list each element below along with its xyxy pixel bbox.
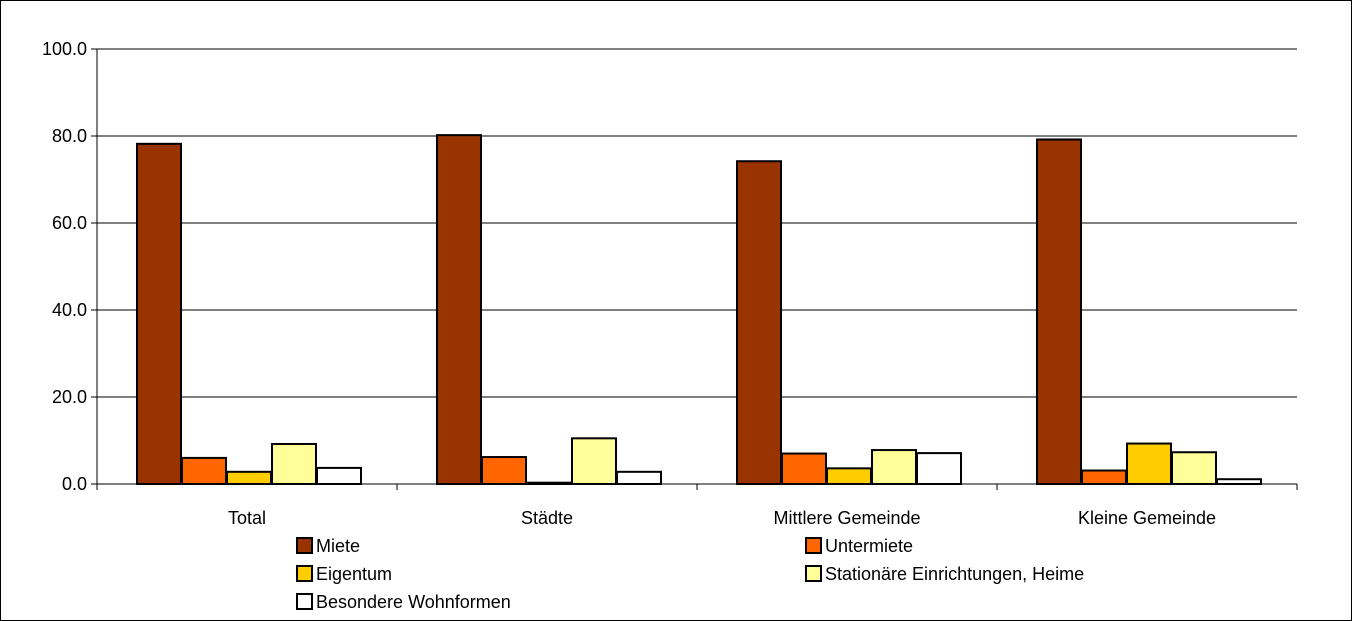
bar-station-re-einrichtungen-heime-1 (571, 437, 617, 486)
legend-swatch (805, 537, 822, 554)
bar-miete-3 (1036, 138, 1082, 485)
legend-swatch (296, 537, 313, 554)
legend-swatch (296, 565, 313, 582)
bar-eigentum-3 (1126, 442, 1172, 486)
y-tick-label: 20.0 (52, 387, 87, 407)
bar-miete-0 (136, 142, 182, 486)
bar-untermiete-0 (181, 456, 227, 485)
axes (91, 48, 1298, 490)
y-tick-label: 60.0 (52, 213, 87, 233)
legend: Miete Untermiete Eigentum Stationäre Einric… (296, 536, 1084, 612)
y-tick-label: 0.0 (62, 474, 87, 494)
bar-station-re-einrichtungen-heime-0 (271, 442, 317, 486)
x-tick-label: Total (228, 508, 266, 528)
x-tick-label: Mittlere Gemeinde (773, 508, 920, 528)
y-tick-labels: 0.0 20.0 40.0 60.0 80.0 100.0 (42, 39, 87, 494)
legend-label: Stationäre Einrichtungen, Heime (825, 564, 1084, 584)
bar-besondere-wohnformen-2 (916, 452, 962, 485)
bar-eigentum-2 (826, 467, 872, 485)
legend-label: Eigentum (316, 564, 392, 584)
bars (136, 134, 1262, 486)
x-tick-labels: Total Städte Mittlere Gemeinde Kleine Gemei… (228, 508, 1216, 528)
legend-swatch (805, 565, 822, 582)
bar-miete-2 (736, 160, 782, 485)
x-tick-label: Städte (521, 508, 573, 528)
x-tick-label: Kleine Gemeinde (1078, 508, 1216, 528)
legend-label: Untermiete (825, 536, 913, 556)
legend-swatch (296, 593, 313, 610)
bar-station-re-einrichtungen-heime-3 (1171, 451, 1217, 485)
bar-besondere-wohnformen-1 (616, 470, 662, 486)
y-tick-label: 100.0 (42, 39, 87, 59)
bar-untermiete-2 (781, 452, 827, 485)
bar-besondere-wohnformen-3 (1216, 478, 1262, 485)
gridlines (97, 48, 1297, 398)
bar-station-re-einrichtungen-heime-2 (871, 449, 917, 486)
bar-eigentum-0 (226, 470, 272, 486)
bar-untermiete-1 (481, 456, 527, 485)
bar-miete-1 (436, 134, 482, 485)
y-tick-label: 80.0 (52, 126, 87, 146)
y-tick-label: 40.0 (52, 300, 87, 320)
bar-untermiete-3 (1081, 469, 1127, 486)
bar-besondere-wohnformen-0 (316, 466, 362, 485)
legend-label: Besondere Wohnformen (316, 592, 511, 612)
legend-label: Miete (316, 536, 360, 556)
